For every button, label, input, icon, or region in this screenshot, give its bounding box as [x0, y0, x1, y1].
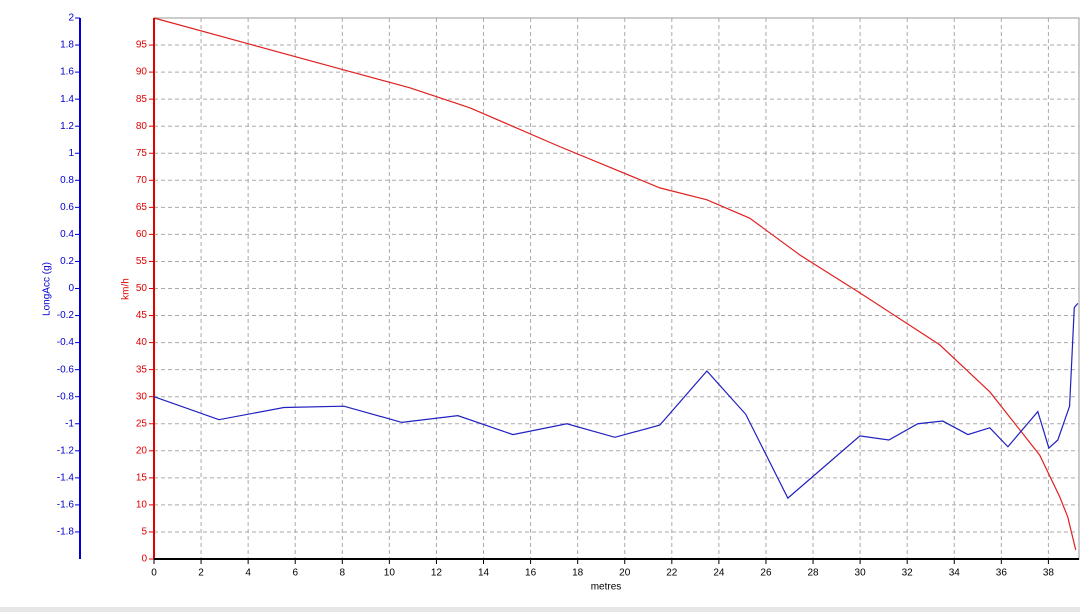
y2-tick-label: -0.4	[57, 337, 75, 348]
y2-tick-label: 1.2	[60, 121, 74, 132]
y-tick-label: 40	[136, 337, 148, 348]
y2-tick-label: 1.6	[60, 67, 74, 78]
x-tick-label: 34	[949, 568, 961, 579]
x-tick-label: 16	[525, 568, 537, 579]
y-tick-label: 20	[136, 445, 148, 456]
y2-tick-label: 2	[68, 13, 74, 24]
y-tick-label: 95	[136, 40, 148, 51]
y2-tick-label: 0.8	[60, 175, 74, 186]
y-tick-label: 50	[136, 283, 148, 294]
x-tick-label: 0	[151, 568, 157, 579]
y-tick-label: 55	[136, 256, 148, 267]
y2-tick-label: -1.6	[57, 500, 75, 511]
bottom-bar	[0, 607, 1080, 612]
y-tick-label: 30	[136, 391, 148, 402]
y-tick-label: 65	[136, 202, 148, 213]
x-tick-label: 4	[245, 568, 251, 579]
x-tick-label: 30	[855, 568, 867, 579]
series-line	[153, 17, 1077, 550]
x-tick-label: 10	[384, 568, 396, 579]
y2-tick-label: 1.8	[60, 40, 74, 51]
x-tick-label: 38	[1043, 568, 1055, 579]
y2-tick-label: -1.4	[57, 472, 75, 483]
y2-tick-label: -1.8	[57, 527, 75, 538]
y-axis-title: km/h	[121, 278, 132, 300]
x-tick-label: 8	[340, 568, 346, 579]
y2-tick-label: 0	[68, 283, 74, 294]
x-tick-label: 6	[292, 568, 298, 579]
y-tick-label: 0	[141, 554, 147, 565]
y-tick-label: 85	[136, 94, 148, 105]
y2-tick-label: 1.4	[60, 94, 74, 105]
y-tick-label: 35	[136, 364, 148, 375]
y-tick-label: 90	[136, 67, 148, 78]
y-tick-label: 10	[136, 500, 148, 511]
y-tick-label: 80	[136, 121, 148, 132]
x-axis-title: metres	[591, 582, 622, 593]
x-tick-label: 18	[572, 568, 584, 579]
y2-axis-title: LongAcc (g)	[42, 262, 53, 316]
x-tick-label: 14	[478, 568, 490, 579]
y2-tick-label: 0.2	[60, 256, 74, 267]
y-tick-label: 15	[136, 472, 148, 483]
x-tick-label: 28	[807, 568, 819, 579]
x-tick-label: 20	[619, 568, 631, 579]
y2-tick-label: 0.6	[60, 202, 74, 213]
x-tick-label: 26	[760, 568, 772, 579]
y2-tick-label: 0.4	[60, 229, 74, 240]
y2-tick-label: -0.8	[57, 391, 75, 402]
y-tick-label: 70	[136, 175, 148, 186]
x-tick-label: 32	[902, 568, 914, 579]
y-tick-label: 45	[136, 310, 148, 321]
x-tick-label: 2	[198, 568, 204, 579]
y2-tick-label: -0.6	[57, 364, 75, 375]
y2-tick-label: -0.2	[57, 310, 75, 321]
y-tick-label: 60	[136, 229, 148, 240]
y-tick-label: 25	[136, 418, 148, 429]
series-line	[153, 302, 1079, 500]
y2-tick-label: -1	[65, 418, 74, 429]
y-tick-label: 5	[141, 527, 147, 538]
x-tick-label: 36	[996, 568, 1008, 579]
x-tick-label: 12	[431, 568, 443, 579]
y2-tick-label: 1	[68, 148, 74, 159]
y2-tick-label: -1.2	[57, 445, 75, 456]
x-tick-label: 24	[713, 568, 725, 579]
y-tick-label: 75	[136, 148, 148, 159]
x-tick-label: 22	[666, 568, 678, 579]
